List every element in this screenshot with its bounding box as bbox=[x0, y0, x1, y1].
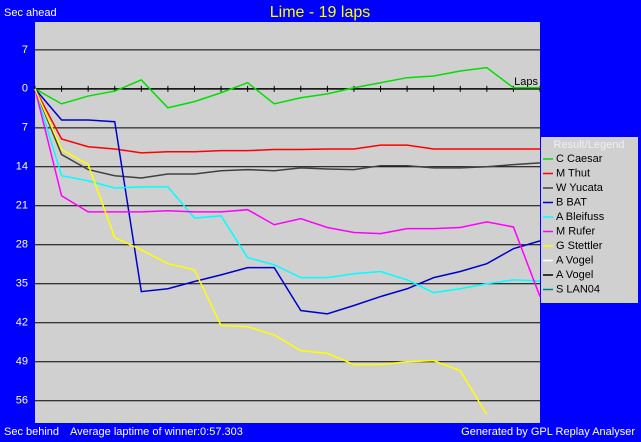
y-tick-label: 7 bbox=[22, 44, 28, 56]
series-line bbox=[34, 88, 541, 179]
y-tick-label: 49 bbox=[16, 356, 28, 368]
footer: Average laptime of winner:0:57.303 bbox=[70, 426, 243, 438]
y-tick-label: 42 bbox=[16, 317, 28, 329]
series-line bbox=[34, 88, 541, 315]
y-tick-label: 21 bbox=[16, 200, 28, 212]
legend-label: G Stettler bbox=[556, 240, 603, 252]
legend-label: S LAN04 bbox=[556, 283, 600, 295]
legend-label: A Vogel bbox=[556, 269, 593, 281]
legend-label: B BAT bbox=[556, 196, 587, 208]
legend-label: M Thut bbox=[556, 167, 590, 179]
legend-label: A Vogel bbox=[556, 254, 593, 266]
series-line bbox=[34, 66, 540, 109]
x-axis-label: Laps bbox=[514, 76, 538, 88]
y-tick-label: 56 bbox=[16, 395, 28, 407]
legend-label: W Yucata bbox=[556, 182, 604, 194]
y-label-top: Sec ahead bbox=[4, 7, 57, 19]
y-tick-label: 7 bbox=[22, 122, 28, 134]
y-tick-label: 0 bbox=[22, 83, 28, 95]
y-tick-label: 35 bbox=[16, 278, 28, 290]
legend-label: C Caesar bbox=[556, 153, 603, 165]
legend-label: A Bleifuss bbox=[556, 211, 605, 223]
chart-title: Lime - 19 laps bbox=[270, 4, 371, 21]
y-label-bottom: Sec behind bbox=[4, 426, 59, 438]
series-line bbox=[34, 88, 488, 416]
plot-area bbox=[35, 22, 540, 423]
series-line bbox=[34, 88, 541, 297]
legend-label: M Rufer bbox=[556, 225, 595, 237]
y-tick-label: 14 bbox=[16, 161, 28, 173]
legend-box bbox=[541, 137, 638, 303]
legend-title: Result/Legend bbox=[554, 139, 625, 151]
credit: Generated by GPL Replay Analyser bbox=[461, 426, 635, 438]
y-tick-label: 28 bbox=[16, 239, 28, 251]
series-line bbox=[34, 88, 541, 294]
